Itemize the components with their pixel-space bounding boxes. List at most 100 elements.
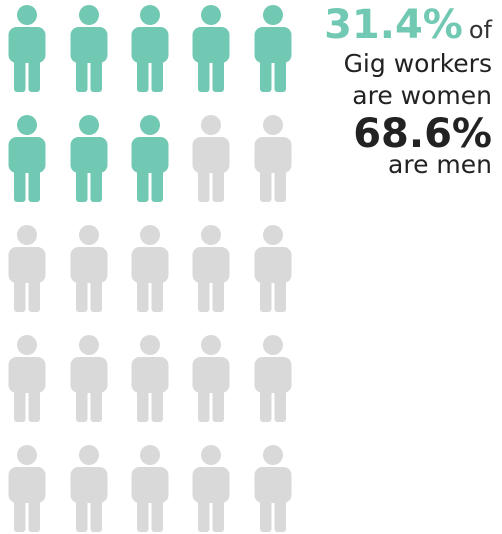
label-text: of [469, 16, 493, 44]
icon-body [254, 137, 292, 173]
person-icon [70, 225, 108, 312]
person-icon [70, 445, 108, 532]
icon-head [79, 115, 99, 135]
icon-leg [90, 385, 102, 422]
icon-leg [14, 275, 26, 312]
icon-leg [212, 275, 224, 312]
person-icon [8, 5, 46, 92]
person-icon [192, 335, 230, 422]
person-icon [254, 445, 292, 532]
icon-body [131, 357, 169, 393]
icon-body [8, 467, 46, 503]
icon-leg [260, 165, 272, 202]
icon-leg [151, 55, 163, 92]
icon-leg [28, 495, 40, 532]
icon-head [140, 115, 160, 135]
icon-body [131, 247, 169, 283]
icon-leg [137, 165, 149, 202]
icon-body [70, 137, 108, 173]
icon-head [201, 445, 221, 465]
icon-body [192, 357, 230, 393]
icon-leg [14, 165, 26, 202]
icon-leg [76, 495, 88, 532]
icon-body [131, 137, 169, 173]
icon-head [17, 335, 37, 355]
icon-leg [260, 55, 272, 92]
person-icon [192, 115, 230, 202]
icon-head [263, 5, 283, 25]
icon-leg [14, 385, 26, 422]
person-icon [254, 335, 292, 422]
label-text: are women [352, 81, 492, 110]
icon-leg [260, 385, 272, 422]
women-percent: 31.4% [324, 2, 463, 48]
icon-head [17, 5, 37, 25]
icon-head [201, 225, 221, 245]
icon-leg [151, 385, 163, 422]
icon-body [254, 247, 292, 283]
icon-leg [151, 165, 163, 202]
icon-head [79, 445, 99, 465]
person-icon [131, 115, 169, 202]
icon-body [192, 27, 230, 63]
person-icon [8, 335, 46, 422]
icon-leg [274, 495, 286, 532]
icon-body [70, 247, 108, 283]
person-icon [8, 115, 46, 202]
icon-head [140, 225, 160, 245]
icon-leg [14, 55, 26, 92]
icon-head [79, 335, 99, 355]
icon-head [17, 115, 37, 135]
icon-leg [260, 275, 272, 312]
person-icon [131, 5, 169, 92]
label-text: are men [388, 150, 492, 179]
person-icon [254, 115, 292, 202]
icon-head [17, 225, 37, 245]
icon-body [70, 27, 108, 63]
icon-grid [8, 5, 292, 532]
icon-body [254, 27, 292, 63]
icon-head [263, 225, 283, 245]
person-icon [131, 335, 169, 422]
icon-leg [198, 495, 210, 532]
icon-body [192, 247, 230, 283]
icon-head [140, 335, 160, 355]
icon-leg [90, 165, 102, 202]
icon-leg [198, 275, 210, 312]
icon-leg [260, 495, 272, 532]
icon-leg [76, 165, 88, 202]
person-icon [131, 445, 169, 532]
person-icon [192, 5, 230, 92]
icon-head [140, 5, 160, 25]
icon-leg [14, 495, 26, 532]
icon-body [8, 357, 46, 393]
icon-leg [90, 55, 102, 92]
icon-body [70, 357, 108, 393]
icon-leg [137, 55, 149, 92]
icon-leg [137, 275, 149, 312]
person-icon [131, 225, 169, 312]
icon-leg [76, 55, 88, 92]
person-icon [192, 225, 230, 312]
icon-leg [198, 385, 210, 422]
icon-leg [212, 165, 224, 202]
icon-body [254, 357, 292, 393]
icon-leg [198, 165, 210, 202]
icon-head [201, 5, 221, 25]
icon-body [254, 467, 292, 503]
icon-head [140, 445, 160, 465]
label-text: Gig workers [344, 49, 492, 78]
icon-leg [28, 55, 40, 92]
icon-head [201, 115, 221, 135]
icon-head [263, 335, 283, 355]
icon-leg [212, 495, 224, 532]
icon-body [70, 467, 108, 503]
icon-leg [151, 275, 163, 312]
icon-head [263, 115, 283, 135]
icon-leg [28, 165, 40, 202]
icon-leg [90, 495, 102, 532]
icon-leg [137, 385, 149, 422]
icon-leg [76, 275, 88, 312]
